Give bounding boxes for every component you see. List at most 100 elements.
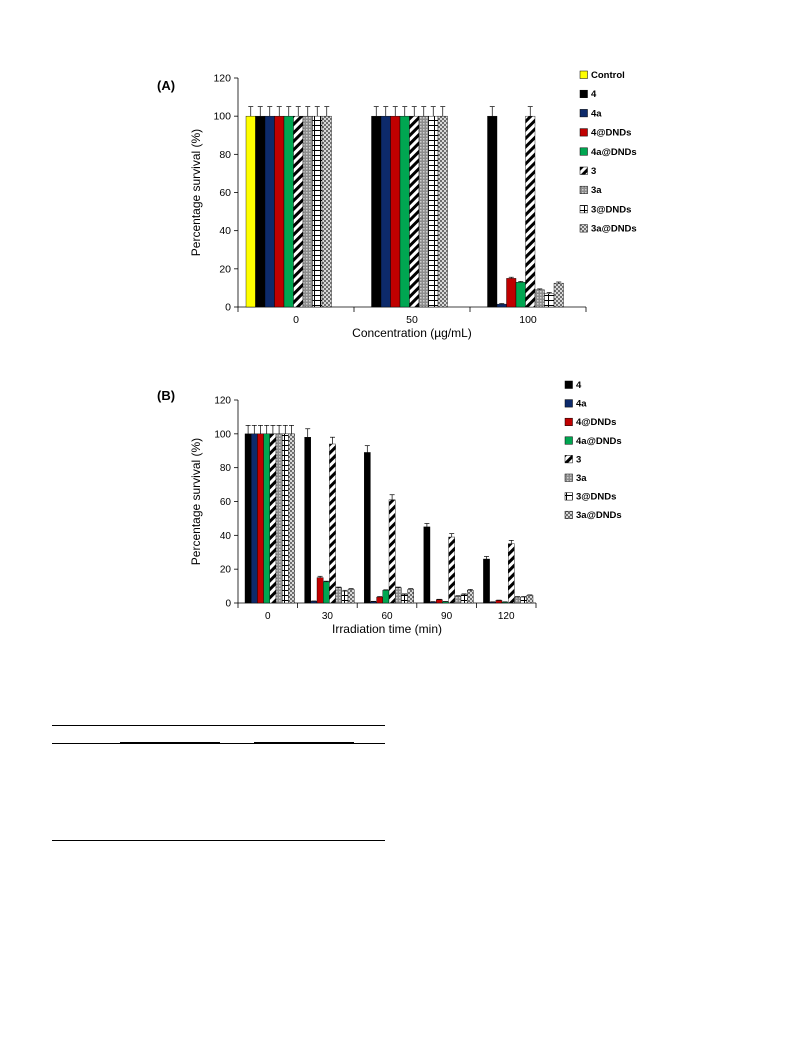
chart-a-legend-swatch-3a xyxy=(579,185,588,194)
chart-b-x-tick-label: 90 xyxy=(441,611,453,622)
chart-b-legend-swatch-4a xyxy=(564,399,573,408)
chart-a-concentration: 0 20 40 60 80 100 120 0 50 100 Concentration (µg/m… xyxy=(189,70,637,340)
chart-a-legend-swatch-4-at-dnds xyxy=(579,128,588,137)
chart-a-bar-control-0 xyxy=(245,115,256,308)
table-subheader-rule-right xyxy=(254,742,354,744)
chart-b-bar-4a-at-dnds-90 xyxy=(442,601,449,604)
chart-a-bar-3a-at-dnds-50 xyxy=(437,115,448,308)
chart-b-y-tick-label: 80 xyxy=(220,463,232,474)
chart-b-legend-label-3-at-dnds: 3@DNDs xyxy=(576,492,616,503)
chart-a-legend-label-3: 3 xyxy=(591,166,596,177)
chart-a-y-tick-label: 120 xyxy=(213,73,231,85)
chart-a-legend-swatch-control xyxy=(579,70,588,79)
chart-a-bar-4-at-dnds-0 xyxy=(274,115,285,308)
table-top-rule xyxy=(52,725,385,726)
chart-b-bar-4a-at-dnds-60 xyxy=(382,590,390,604)
chart-b-bar-4a-90 xyxy=(429,601,437,604)
chart-b-bar-3a-at-dnds-90 xyxy=(467,590,474,604)
chart-b-bar-4-at-dnds-60 xyxy=(376,596,384,604)
chart-b-bar-4-120 xyxy=(483,558,490,604)
chart-a-legend-label-4: 4 xyxy=(591,89,597,100)
chart-b-legend-label-3a-at-dnds: 3a@DNDs xyxy=(576,510,622,521)
chart-b-bar-3-at-dnds-30 xyxy=(341,590,349,604)
chart-b-bar-3-90 xyxy=(448,536,456,604)
chart-a-legend-swatch-3a-at-dnds xyxy=(579,224,588,233)
chart-a-legend-swatch-3-at-dnds xyxy=(579,205,588,214)
chart-b-bar-4a-30 xyxy=(310,601,318,604)
chart-b-x-tick-label: 120 xyxy=(498,611,515,622)
chart-a-bar-3-100 xyxy=(525,115,536,308)
panel-a-label: (A) xyxy=(157,78,176,93)
chart-a-legend-swatch-4 xyxy=(579,89,588,98)
panel-b-label: (B) xyxy=(157,388,176,403)
chart-b-legend-label-4a-at-dnds: 4a@DNDs xyxy=(576,436,622,447)
chart-a-bar-4-0 xyxy=(255,115,266,308)
chart-b-bar-4-90 xyxy=(423,526,431,604)
chart-b-y-tick-label: 20 xyxy=(220,565,232,576)
chart-a-bar-3-50 xyxy=(409,115,420,308)
chart-b-x-tick-label: 60 xyxy=(381,611,393,622)
chart-a-bar-4a-at-dnds-100 xyxy=(515,281,526,308)
chart-a-legend-swatch-4a-at-dnds xyxy=(579,147,588,156)
chart-a-y-tick-label: 40 xyxy=(219,225,231,237)
chart-b-bar-3a-at-dnds-30 xyxy=(347,589,355,604)
chart-b-bar-3a-60 xyxy=(395,587,402,604)
chart-a-y-tick-label: 60 xyxy=(219,187,231,199)
chart-b-y-axis-title: Percentage survival (%) xyxy=(189,438,203,565)
chart-b-legend-label-3a: 3a xyxy=(576,473,587,484)
table-bottom-rule xyxy=(52,840,385,841)
chart-a-legend-label-control: Control xyxy=(591,70,625,81)
chart-a-y-tick-label: 100 xyxy=(213,111,231,123)
chart-a-bar-4a-100 xyxy=(496,303,507,308)
chart-b-bar-4a-60 xyxy=(370,601,377,604)
chart-a-bar-3-at-dnds-50 xyxy=(428,115,439,308)
chart-b-bar-4a-at-dnds-0 xyxy=(263,433,271,604)
table-subheader-rule-left xyxy=(120,742,220,744)
chart-b-bar-4-at-dnds-30 xyxy=(316,577,324,604)
chart-b-bar-4-at-dnds-90 xyxy=(436,599,443,604)
chart-b-bar-3a-at-dnds-60 xyxy=(407,589,415,604)
chart-b-bar-3a-90 xyxy=(454,596,462,604)
chart-b-legend-swatch-3a xyxy=(564,473,573,482)
chart-a-bar-4a-50 xyxy=(380,115,391,308)
chart-b-bar-3a-120 xyxy=(514,596,521,604)
chart-a-legend-label-3-at-dnds: 3@DNDs xyxy=(591,204,631,215)
chart-b-y-tick-label: 60 xyxy=(220,497,232,508)
chart-b-y-tick-label: 40 xyxy=(220,531,232,542)
chart-b-y-tick-label: 0 xyxy=(225,599,231,610)
chart-b-bar-3a-30 xyxy=(335,587,343,604)
chart-a-bar-4-at-dnds-100 xyxy=(506,278,517,308)
chart-a-legend-label-4a: 4a xyxy=(591,108,602,119)
chart-b-legend-swatch-3 xyxy=(564,455,573,464)
chart-b-bar-4-0 xyxy=(244,433,252,604)
chart-a-bar-4-50 xyxy=(371,115,382,308)
chart-a-bar-3a-0 xyxy=(302,115,313,308)
chart-b-bar-3-30 xyxy=(329,443,336,604)
chart-b-bar-3-at-dnds-0 xyxy=(282,433,289,604)
chart-a-bar-3a-at-dnds-0 xyxy=(321,115,332,308)
chart-a-bar-3a-100 xyxy=(534,289,545,308)
chart-a-bar-4a-0 xyxy=(264,115,275,308)
chart-b-y-tick-label: 120 xyxy=(214,396,231,407)
chart-b-bar-3-at-dnds-60 xyxy=(401,594,408,604)
chart-a-bar-4a-at-dnds-0 xyxy=(283,115,294,308)
chart-a-legend-label-3a-at-dnds: 3a@DNDs xyxy=(591,224,637,235)
chart-a-legend-label-3a: 3a xyxy=(591,185,602,196)
chart-b-bar-4a-120 xyxy=(489,601,497,604)
chart-b-legend-swatch-4a-at-dnds xyxy=(564,436,573,445)
chart-b-legend-label-4: 4 xyxy=(576,380,582,391)
chart-b-legend-swatch-4-at-dnds xyxy=(564,417,573,426)
chart-b-legend-label-4-at-dnds: 4@DNDs xyxy=(576,417,616,428)
chart-b-bar-3a-0 xyxy=(275,433,283,604)
chart-b-bar-4a-at-dnds-120 xyxy=(501,601,509,604)
chart-a-x-tick-label: 50 xyxy=(406,314,418,326)
chart-a-bar-4a-at-dnds-50 xyxy=(399,115,410,308)
chart-a-bar-3-0 xyxy=(293,115,304,308)
chart-a-legend-swatch-4a xyxy=(579,109,588,118)
chart-b-bar-4a-at-dnds-30 xyxy=(323,581,330,604)
chart-b-bar-3-120 xyxy=(508,543,515,604)
chart-b-bar-3a-at-dnds-0 xyxy=(288,433,295,604)
chart-b-legend-swatch-3-at-dnds xyxy=(564,492,573,501)
chart-b-bar-4-60 xyxy=(364,452,371,604)
